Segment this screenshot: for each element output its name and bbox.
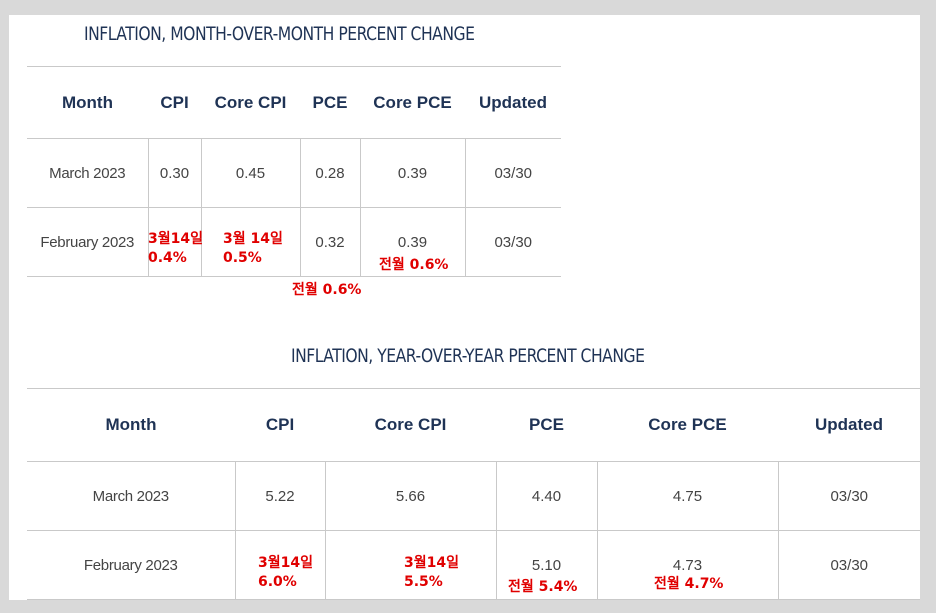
yoy-pce-annotation: 전월 5.4% xyxy=(508,579,578,595)
yoy-cell-pce: 5.10 xyxy=(495,530,597,600)
table-row: February 2023 0.32 0.39 03/30 xyxy=(27,207,561,277)
mom-header-updated: Updated xyxy=(465,66,561,139)
yoy-core-pce-annotation: 전월 4.7% xyxy=(654,576,724,592)
mom-cell-cpi: 0.30 xyxy=(147,138,201,208)
mom-core-pce-annotation: 전월 0.6% xyxy=(379,257,449,273)
yoy-cell-month: March 2023 xyxy=(27,461,235,531)
yoy-header-core-cpi: Core CPI xyxy=(325,388,496,462)
mom-cell-updated: 03/30 xyxy=(464,138,561,208)
mom-cell-pce: 0.28 xyxy=(299,138,360,208)
yoy-cell-core-pce: 4.75 xyxy=(596,461,778,531)
mom-header-pce: PCE xyxy=(300,66,360,139)
yoy-table-title: INFLATION, YEAR-OVER-YEAR PERCENT CHANGE xyxy=(291,345,645,367)
yoy-cell-core-cpi: 5.66 xyxy=(324,461,496,531)
mom-cell-core-cpi: 0.45 xyxy=(200,138,300,208)
mom-header-cpi: CPI xyxy=(148,66,201,139)
mom-cell-updated: 03/30 xyxy=(464,207,561,277)
mom-cell-cpi xyxy=(147,207,201,277)
yoy-header-month: Month xyxy=(27,388,235,462)
yoy-cpi-annotation: 3월14일 6.0% xyxy=(258,555,313,590)
yoy-cell-month: February 2023 xyxy=(27,530,235,600)
table-row: March 2023 0.30 0.45 0.28 0.39 03/30 xyxy=(27,138,561,208)
mom-cell-core-pce: 0.39 xyxy=(359,207,465,277)
yoy-header-cpi: CPI xyxy=(235,388,325,462)
mom-header-core-pce: Core PCE xyxy=(360,66,465,139)
mom-cpi-annotation: 3월14일 0.4% xyxy=(148,231,203,266)
yoy-header-core-pce: Core PCE xyxy=(597,388,778,462)
table-row: February 2023 5.10 4.73 03/30 xyxy=(27,530,920,600)
yoy-cell-core-cpi xyxy=(324,530,496,600)
yoy-table: Month CPI Core CPI PCE Core PCE Updated … xyxy=(27,388,920,600)
table-row: March 2023 5.22 5.66 4.40 4.75 03/30 xyxy=(27,461,920,531)
mom-cell-core-pce: 0.39 xyxy=(359,138,465,208)
yoy-cell-updated: 03/30 xyxy=(777,530,920,600)
yoy-header-row: Month CPI Core CPI PCE Core PCE Updated xyxy=(27,388,920,462)
mom-header-row: Month CPI Core CPI PCE Core PCE Updated xyxy=(27,66,561,139)
yoy-cell-cpi xyxy=(234,530,325,600)
content-panel: INFLATION, MONTH-OVER-MONTH PERCENT CHAN… xyxy=(9,15,920,600)
yoy-core-cpi-annotation: 3월14일 5.5% xyxy=(404,555,459,590)
yoy-cell-cpi: 5.22 xyxy=(234,461,325,531)
mom-table-title: INFLATION, MONTH-OVER-MONTH PERCENT CHAN… xyxy=(84,23,475,45)
mom-core-cpi-annotation: 3월 14일 0.5% xyxy=(223,231,283,266)
yoy-cell-core-pce: 4.73 xyxy=(596,530,778,600)
mom-header-month: Month xyxy=(27,66,148,139)
mom-cell-month: February 2023 xyxy=(27,207,148,277)
yoy-header-updated: Updated xyxy=(778,388,920,462)
mom-table: Month CPI Core CPI PCE Core PCE Updated … xyxy=(27,66,561,277)
mom-cell-core-cpi xyxy=(200,207,300,277)
mom-pce-annotation: 전월 0.6% xyxy=(292,282,362,298)
yoy-cell-pce: 4.40 xyxy=(495,461,597,531)
mom-header-core-cpi: Core CPI xyxy=(201,66,300,139)
mom-cell-pce: 0.32 xyxy=(299,207,360,277)
yoy-cell-updated: 03/30 xyxy=(777,461,920,531)
yoy-header-pce: PCE xyxy=(496,388,597,462)
mom-cell-month: March 2023 xyxy=(27,138,148,208)
